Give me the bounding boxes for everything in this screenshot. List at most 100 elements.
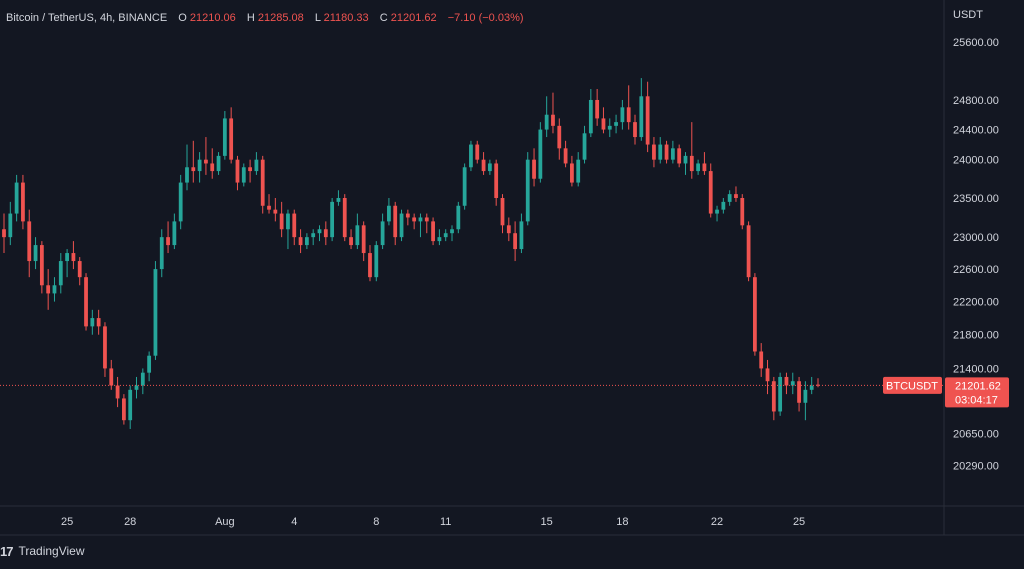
candle-body: [500, 197, 505, 226]
candle-body: [658, 144, 663, 160]
legend: Bitcoin / TetherUS, 4h, BINANCE O 21210.…: [6, 12, 524, 24]
price-tick-label: 20650.00: [953, 428, 999, 440]
candle-body: [393, 205, 398, 238]
candle-body: [639, 96, 644, 138]
time-tick-label: Aug: [215, 516, 235, 528]
candle-body: [21, 182, 25, 222]
candle-body: [191, 167, 196, 172]
candle-body: [39, 245, 44, 286]
candle-body: [330, 201, 335, 238]
candle-body: [412, 217, 417, 222]
candle-body: [109, 368, 114, 386]
candle-body: [210, 163, 215, 172]
candle-body: [46, 285, 51, 294]
candle-body: [178, 182, 183, 222]
candle-body: [506, 225, 511, 234]
candle-body: [664, 144, 669, 160]
price-tick-label: 25600.00: [953, 37, 999, 49]
candle-body: [77, 261, 82, 278]
candle-body: [607, 125, 612, 130]
candle-body: [27, 221, 32, 262]
candle-body: [525, 159, 530, 222]
candle-body: [481, 159, 486, 172]
candle-body: [185, 167, 189, 183]
candle-body: [90, 318, 95, 327]
candle-body: [298, 237, 303, 246]
candle-body: [172, 221, 177, 246]
candle-body: [204, 159, 208, 164]
time-tick-label: 11: [440, 516, 451, 528]
candle-body: [778, 376, 783, 412]
candle-body: [279, 213, 284, 230]
candle-body: [721, 201, 726, 210]
candle-body: [128, 389, 133, 421]
price-marker[interactable]: 21201.62 03:04:17: [945, 377, 1009, 408]
tradingview-name: TradingView: [18, 544, 85, 558]
candle-body: [52, 285, 57, 294]
price-tick-label: 23000.00: [953, 232, 999, 244]
candle-body: [418, 217, 423, 222]
candle-body: [469, 144, 473, 168]
candle-body: [563, 148, 568, 164]
time-tick-label: 22: [711, 516, 723, 528]
candle-body: [519, 221, 524, 250]
candle-body: [633, 122, 637, 138]
candle-body: [614, 122, 618, 126]
candle-body: [304, 237, 309, 246]
price-tick-label: 22600.00: [953, 264, 999, 276]
legend-close-value: 21201.62: [391, 12, 437, 24]
candle-body: [96, 318, 101, 327]
time-tick-label: 25: [61, 516, 73, 528]
candle-body: [431, 221, 435, 242]
price-marker-bg: [945, 377, 1009, 408]
candle-body: [311, 233, 316, 238]
price-tick-label: 21800.00: [953, 330, 999, 342]
tradingview-branding[interactable]: 17 TradingView: [0, 541, 85, 561]
candle-body: [494, 163, 499, 198]
candle-body: [115, 385, 120, 399]
candle-body: [286, 213, 290, 230]
candle-body: [140, 372, 145, 386]
candle-body: [809, 385, 814, 390]
symbol-tag[interactable]: BTCUSDT: [883, 376, 942, 394]
candle-body: [740, 197, 745, 226]
candle-body: [229, 118, 234, 160]
candle-body: [103, 326, 107, 369]
candle-body: [816, 384, 820, 386]
time-tick-label: 15: [541, 516, 553, 528]
legend-high-label: H: [247, 12, 255, 24]
time-axis[interactable]: 25 28 Aug 4 8 11 15 18 22 25: [61, 516, 805, 528]
candle-body: [222, 118, 227, 156]
legend-symbol: Bitcoin / TetherUS, 4h, BINANCE: [6, 12, 167, 24]
price-axis[interactable]: 25600.00 24800.00 24400.00 24000.00 23500.00…: [953, 37, 999, 472]
candle-body: [443, 233, 448, 238]
legend-change: −7.10 (−0.03%): [448, 12, 524, 24]
candle-body: [677, 148, 682, 164]
price-axis-currency: USDT: [953, 9, 983, 21]
price-tick-label: 21400.00: [953, 363, 999, 375]
candle-body: [71, 253, 76, 262]
time-tick-label: 25: [793, 516, 805, 528]
candles: [2, 78, 820, 429]
candle-body: [551, 114, 555, 126]
candle-body: [317, 229, 322, 234]
price-tick-label: 24800.00: [953, 95, 999, 107]
candle-body: [626, 107, 631, 123]
candle-body: [374, 245, 379, 278]
legend-low-value: 21180.33: [324, 12, 369, 24]
candle-body: [620, 107, 625, 123]
candle-body: [475, 144, 480, 160]
candle-body: [683, 155, 688, 164]
candle-body: [147, 355, 152, 373]
candle-body: [349, 237, 353, 246]
candle-body: [759, 351, 764, 369]
candle-body: [765, 368, 770, 382]
price-tick-label: 23500.00: [953, 193, 999, 205]
legend-open-value: 21210.06: [190, 12, 236, 24]
price-tick-label: 20290.00: [953, 460, 999, 472]
price-marker-countdown: 03:04:17: [955, 394, 998, 406]
price-tick-label: 24000.00: [953, 155, 999, 167]
tradingview-logo-icon: 17: [0, 543, 14, 559]
